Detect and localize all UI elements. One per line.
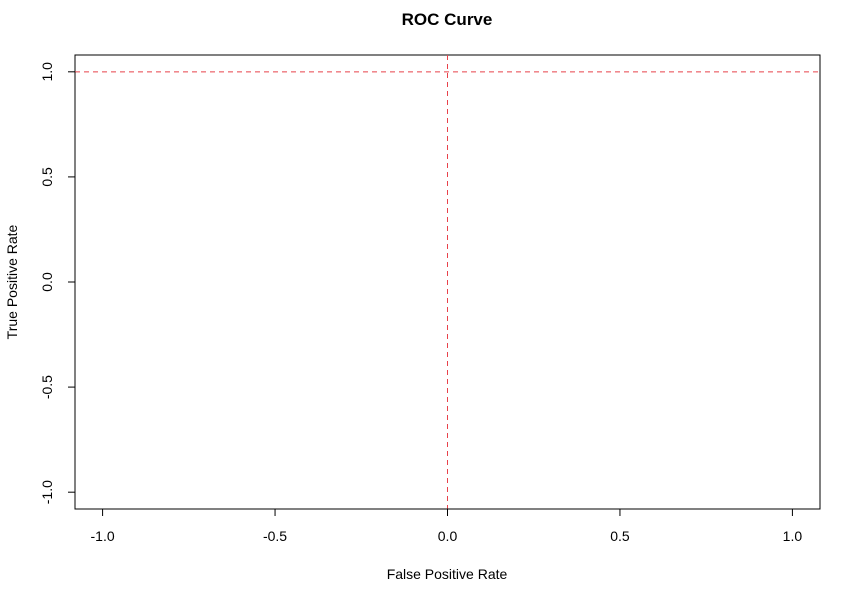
x-tick-label: -1.0: [91, 528, 115, 544]
reference-lines: [75, 55, 820, 509]
x-axis-label: False Positive Rate: [387, 566, 508, 582]
chart-title: ROC Curve: [402, 10, 493, 29]
y-tick-label: 1.0: [39, 62, 55, 82]
y-tick-label: 0.0: [39, 272, 55, 292]
y-axis: -1.0 -0.5 0.0 0.5 1.0: [39, 62, 76, 504]
y-axis-label: True Positive Rate: [4, 224, 20, 339]
x-tick-label: 0.0: [438, 528, 458, 544]
x-tick-label: 1.0: [783, 528, 803, 544]
y-tick-label: -1.0: [39, 480, 55, 504]
x-axis: -1.0 -0.5 0.0 0.5 1.0: [91, 508, 803, 544]
y-tick-label: -0.5: [39, 375, 55, 399]
y-tick-label: 0.5: [39, 167, 55, 187]
x-tick-label: -0.5: [263, 528, 287, 544]
x-tick-label: 0.5: [610, 528, 630, 544]
